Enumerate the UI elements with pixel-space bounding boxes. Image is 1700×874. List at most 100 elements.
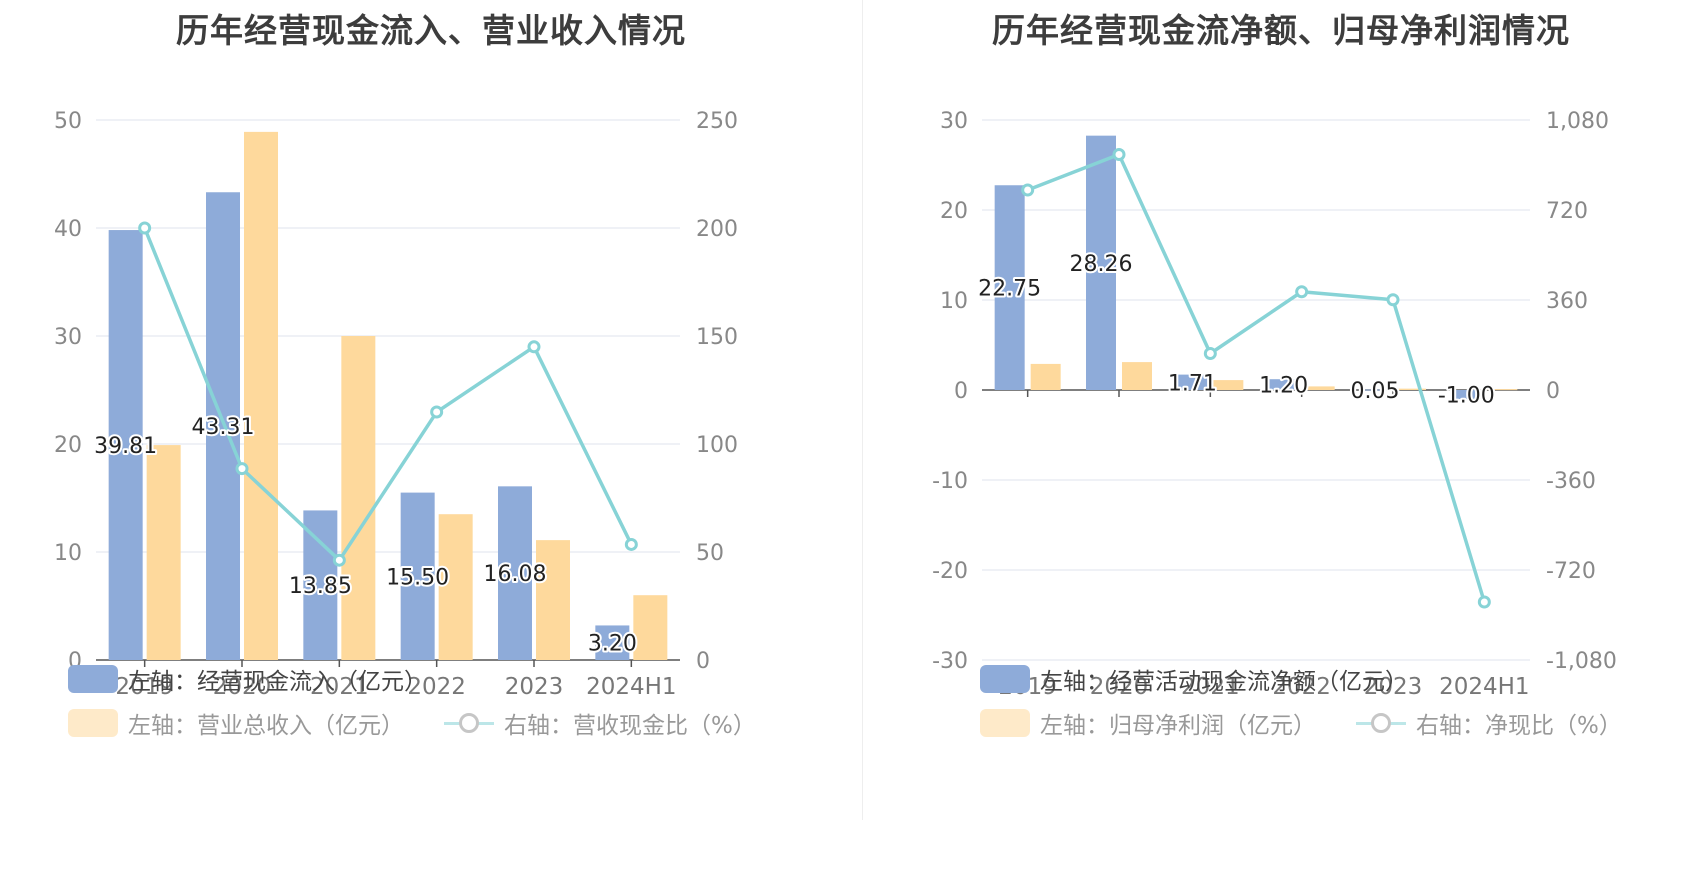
right-axis-tick-label: 150: [696, 325, 738, 350]
ratio-line: [143, 227, 633, 562]
x-axis-category-label: 2024H1: [1439, 674, 1529, 700]
left-axis-tick-label: 50: [54, 109, 82, 134]
left-axis-tick-label: -10: [932, 469, 968, 494]
bar-data-label: 28.26: [1070, 252, 1133, 277]
ratio-line-point: [332, 553, 346, 567]
bar-secondary: [1396, 388, 1426, 390]
left-axis-tick-label: -20: [932, 559, 968, 584]
right-axis-tick-label: -360: [1546, 469, 1596, 494]
left-axis-tick-label: 0: [954, 379, 968, 404]
bar-secondary: [1030, 363, 1061, 390]
x-axis-category-label: 2023: [1364, 674, 1423, 700]
ratio-line-point: [1386, 293, 1400, 307]
legend-item-net-cash[interactable]: 左轴：经营活动现金流净额（亿元）: [980, 662, 1408, 696]
bar-primary: [1177, 374, 1208, 390]
legend-swatch-orange: [68, 709, 118, 737]
ratio-line-point: [235, 462, 249, 476]
bar-secondary: [341, 336, 376, 660]
ratio-line: [1027, 152, 1487, 603]
chart-title: 历年经营现金流净额、归母净利润情况: [992, 11, 1570, 50]
bar-primary: [994, 185, 1025, 390]
legend-item-cash-inflow[interactable]: 左轴：经营现金流入（亿元）: [68, 662, 427, 696]
x-axis-category-label: 2022: [407, 674, 466, 700]
bar-primary: [1086, 135, 1116, 390]
right-axis-tick-label: -720: [1546, 559, 1596, 584]
left-axis-tick-label: 30: [54, 325, 82, 350]
ratio-line-point: [1021, 183, 1035, 197]
left-axis-tick-label: -30: [932, 649, 968, 674]
bar-data-label: 43.31: [192, 415, 255, 440]
chart-panel-cash-inflow: 历年经营现金流入、营业收入情况 0 0 10 50 20 100 30 150 40 200 50 2…: [54, 11, 756, 740]
bar-primary: [303, 510, 338, 660]
x-axis-category-label: 2021: [310, 674, 369, 700]
chart-title: 历年经营现金流入、营业收入情况: [176, 11, 686, 50]
ratio-line-point: [1477, 595, 1491, 609]
legend-line-icon: [1356, 709, 1406, 737]
ratio-line-point: [430, 405, 444, 419]
legend-swatch-blue: [980, 665, 1030, 693]
right-axis-tick-label: 50: [696, 541, 724, 566]
net-cash-chart-svg: -30 -1,080 -20 -720 -10 -360 0 0 10 360 20 720 30 1,0…: [932, 109, 1617, 700]
bar-secondary: [1213, 380, 1244, 390]
bar-secondary: [536, 540, 570, 660]
ratio-line-point: [624, 537, 638, 551]
legend-label: 左轴：经营现金流入（亿元）: [128, 669, 427, 695]
bar-data-label: 1.71: [1168, 371, 1217, 396]
legend-swatch-blue: [68, 665, 118, 693]
legend-label: 左轴：归母净利润（亿元）: [1040, 713, 1316, 739]
bar-data-label: -1.00: [1438, 384, 1495, 409]
bar-secondary: [438, 514, 473, 660]
legend-item-cash-ratio[interactable]: 右轴：营收现金比（%）: [444, 706, 756, 740]
x-axis-category-label: 2022: [1272, 674, 1331, 700]
bar-data-label: 3.20: [588, 632, 637, 657]
right-axis-tick-label: -1,080: [1546, 649, 1617, 674]
bar-secondary: [633, 595, 668, 660]
bar-data-label: 16.08: [484, 562, 547, 587]
ratio-line-point: [527, 340, 541, 354]
bar-data-label: 15.50: [386, 565, 449, 590]
bar-secondary: [244, 131, 278, 660]
legend-label: 右轴：净现比（%）: [1416, 713, 1622, 739]
ratio-line-point: [1203, 347, 1217, 360]
bar-data-label: 39.81: [94, 434, 157, 459]
left-axis-tick-label: 40: [54, 217, 82, 242]
bar-secondary: [1487, 389, 1518, 391]
left-axis-tick-label: 30: [940, 109, 968, 134]
legend-item-revenue[interactable]: 左轴：营业总收入（亿元）: [68, 706, 404, 740]
right-axis-tick-label: 100: [696, 433, 738, 458]
legend-label: 右轴：营收现金比（%）: [504, 713, 756, 739]
bar-primary: [1360, 389, 1390, 391]
bar-primary: [498, 486, 532, 660]
right-axis-tick-label: 720: [1546, 199, 1588, 224]
bar-primary: [108, 230, 143, 660]
x-axis-category-label: 2024H1: [586, 674, 676, 700]
left-axis-tick-label: 20: [54, 433, 82, 458]
bar-data-label: 13.85: [289, 574, 352, 599]
ratio-line-point: [1112, 148, 1126, 161]
bar-data-label: 22.75: [978, 277, 1041, 302]
x-axis-category-label: 2020: [213, 674, 272, 700]
x-axis-category-label: 2021: [1181, 674, 1240, 700]
right-axis-tick-label: 250: [696, 109, 738, 134]
ratio-line-point: [138, 221, 152, 235]
bar-primary: [1451, 390, 1482, 399]
left-axis-tick-label: 20: [940, 199, 968, 224]
bar-data-label: 0.05: [1351, 379, 1400, 404]
panel-divider: [862, 0, 863, 820]
bar-secondary: [1122, 362, 1152, 390]
chart-panel-net-cash: 历年经营现金流净额、归母净利润情况 -30 -1,080 -20 -720 -10 -36…: [862, 0, 1700, 874]
bar-secondary: [146, 445, 181, 660]
bar-primary: [595, 625, 630, 660]
legend-item-net-profit[interactable]: 左轴：归母净利润（亿元）: [980, 706, 1316, 740]
bar-primary: [1268, 379, 1299, 390]
legend-swatch-orange: [980, 709, 1030, 737]
x-axis-category-label: 2023: [505, 674, 564, 700]
left-axis-tick-label: 10: [940, 289, 968, 314]
bar-secondary: [1304, 386, 1335, 390]
legend-item-net-cash-ratio[interactable]: 右轴：净现比（%）: [1356, 706, 1622, 740]
x-axis-category-label: 2020: [1090, 674, 1149, 700]
right-axis-tick-label: 200: [696, 217, 738, 242]
left-axis-tick-label: 10: [54, 541, 82, 566]
legend-label: 左轴：营业总收入（亿元）: [128, 713, 404, 739]
